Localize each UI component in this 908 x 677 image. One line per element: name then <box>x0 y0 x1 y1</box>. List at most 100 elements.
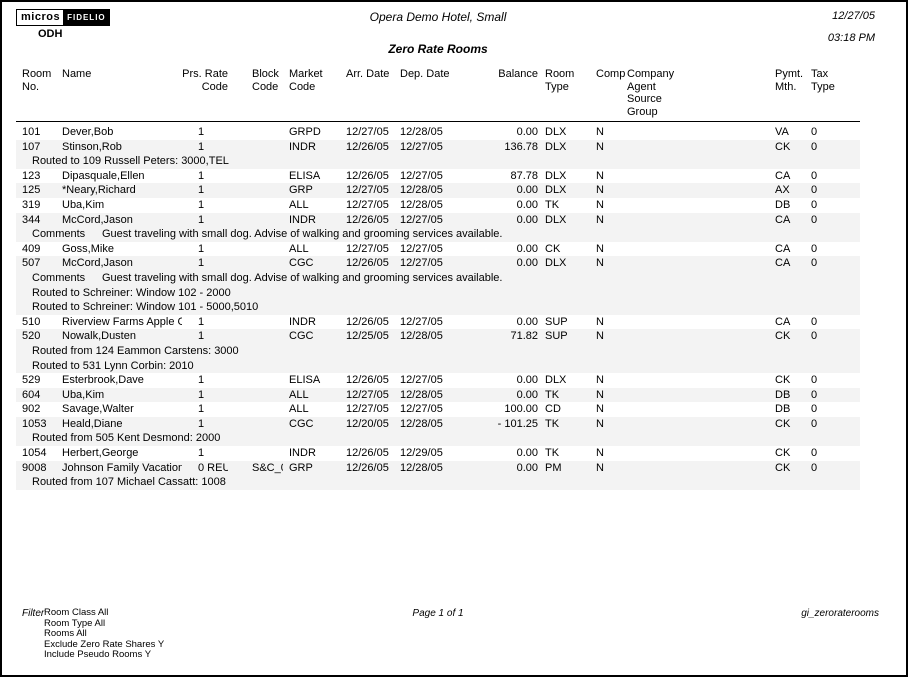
cell-name: Heald,Diane <box>62 417 123 430</box>
report-title: Zero Rate Rooms <box>388 42 488 56</box>
cell-room_type: DLX <box>545 140 567 153</box>
cell-comp: N <box>596 461 604 474</box>
cell-room_type: DLX <box>545 257 567 270</box>
cell-comp: N <box>596 447 604 460</box>
micros-fidelio-logo: micros FIDELIO <box>16 9 110 26</box>
cell-block <box>228 213 283 228</box>
cell-tax: 0 <box>811 242 818 255</box>
cell-prs_rate: 1 <box>198 169 205 182</box>
cell-comp: N <box>596 315 604 328</box>
cell-dep: 12/27/05 <box>400 257 443 270</box>
cell-room_type: TK <box>545 198 560 211</box>
cell-tax: 0 <box>811 330 818 343</box>
column-header-company: Company Agent Source Group <box>627 68 675 118</box>
cell-prs_rate: 1 <box>198 140 205 153</box>
cell-room: 101 <box>22 126 41 138</box>
filter-item: Rooms All <box>44 628 87 639</box>
cell-arr: 12/26/05 <box>346 374 389 387</box>
cell-tax: 0 <box>811 388 818 401</box>
cell-name: Goss,Mike <box>62 242 114 255</box>
column-header-balance: Balance <box>498 68 538 80</box>
cell-prs_rate: 1 <box>198 213 205 226</box>
guest-row-520: 520 Nowalk,Dusten 1 CGC 12/25/05 12/28/05 71.8… <box>16 329 860 344</box>
row-band: 123 Dipasquale,Ellen 1 ELISA 12/26/05 12/27/0… <box>16 168 860 184</box>
column-header-pymt: Pymt. Mth. <box>775 68 804 93</box>
row-band: 9008 Johnson Family Vacation 0 REUNION S&C_… <box>16 460 860 490</box>
cell-name: Stinson,Rob <box>62 140 122 153</box>
column-header-room: Room No. <box>22 68 52 93</box>
routing-row: Routed to Schreiner: Window 101 - 5000,5… <box>32 301 259 314</box>
cell-room: 1054 <box>22 447 47 460</box>
column-header-market: Market Code <box>289 68 323 93</box>
cell-name: *Neary,Richard <box>62 184 136 197</box>
cell-company <box>624 183 772 198</box>
routing-row: Routed from 107 Michael Cassatt: 1008 <box>32 476 226 489</box>
cell-tax: 0 <box>811 126 818 138</box>
cell-room: 319 <box>22 198 41 211</box>
cell-room: 902 <box>22 403 41 416</box>
cell-arr: 12/26/05 <box>346 461 389 474</box>
cell-name: McCord,Jason <box>62 213 133 226</box>
cell-dep: 12/27/05 <box>400 140 443 153</box>
cell-company <box>624 125 772 140</box>
comment-text: Guest traveling with small dog. Advise o… <box>102 271 503 284</box>
row-band: 529 Esterbrook,Dave 1 ELISA 12/26/05 12/27/05… <box>16 373 860 388</box>
routing-row: Routed to 109 Russell Peters: 3000,TEL <box>32 155 229 168</box>
cell-company <box>624 315 772 330</box>
micros-logo: micros <box>16 9 65 26</box>
cell-room: 9008 <box>22 461 47 474</box>
cell-room_type: TK <box>545 417 560 430</box>
cell-block <box>228 169 283 184</box>
cell-company <box>624 417 772 432</box>
cell-tax: 0 <box>811 169 818 182</box>
comment-row: Comments Guest traveling with small dog. … <box>16 227 860 242</box>
cell-arr: 12/20/05 <box>346 417 389 430</box>
cell-dep: 12/27/05 <box>400 242 443 255</box>
cell-block <box>228 140 283 155</box>
cell-comp: N <box>596 140 604 153</box>
cell-balance: 0.00 <box>516 315 538 328</box>
cell-market: GRP <box>289 461 313 474</box>
cell-market: ALL <box>289 242 309 255</box>
guest-row-101: 101 Dever,Bob 1 GRPD 12/27/05 12/28/05 0.00 DLX… <box>16 125 860 140</box>
cell-dep: 12/27/05 <box>400 374 443 387</box>
cell-arr: 12/25/05 <box>346 330 389 343</box>
cell-pymt: CK <box>775 417 791 430</box>
cell-block <box>228 402 283 417</box>
comment-text: Guest traveling with small dog. Advise o… <box>102 228 503 241</box>
cell-tax: 0 <box>811 257 818 270</box>
cell-arr: 12/26/05 <box>346 140 389 153</box>
cell-block <box>228 417 283 432</box>
cell-name: Riverview Farms Apple Growers <box>62 315 182 328</box>
cell-balance: 0.00 <box>516 374 538 387</box>
cell-block <box>228 256 283 271</box>
cell-name: Johnson Family Vacation <box>62 461 182 474</box>
guest-row-107: 107 Stinson,Rob 1 INDR 12/26/05 12/27/05 136.7… <box>16 140 860 155</box>
property-code: ODH <box>38 28 63 40</box>
column-header-prs_rate: Prs. Rate Code <box>182 68 228 93</box>
cell-pymt: CK <box>775 461 791 474</box>
hotel-name: Opera Demo Hotel, Small <box>369 10 507 24</box>
cell-arr: 12/26/05 <box>346 315 389 328</box>
cell-company <box>624 329 772 344</box>
cell-balance: 0.00 <box>516 126 538 138</box>
cell-comp: N <box>596 417 604 430</box>
cell-room: 510 <box>22 315 41 328</box>
cell-room_type: SUP <box>545 315 568 328</box>
cell-block <box>228 198 283 213</box>
cell-room_type: CD <box>545 403 561 416</box>
fidelio-logo: FIDELIO <box>64 9 110 26</box>
cell-block <box>228 242 283 257</box>
cell-comp: N <box>596 257 604 270</box>
cell-pymt: DB <box>775 403 791 416</box>
cell-name: McCord,Jason <box>62 257 133 270</box>
cell-market: INDR <box>289 315 316 328</box>
cell-name: Herbert,George <box>62 447 139 460</box>
cell-room_type: TK <box>545 447 560 460</box>
cell-room: 409 <box>22 242 41 255</box>
cell-market: GRP <box>289 184 313 197</box>
cell-room: 107 <box>22 140 41 153</box>
guest-row-409: 409 Goss,Mike 1 ALL 12/27/05 12/27/05 0.00 CK N C… <box>16 242 860 257</box>
cell-company <box>624 213 772 228</box>
cell-block <box>228 329 283 344</box>
